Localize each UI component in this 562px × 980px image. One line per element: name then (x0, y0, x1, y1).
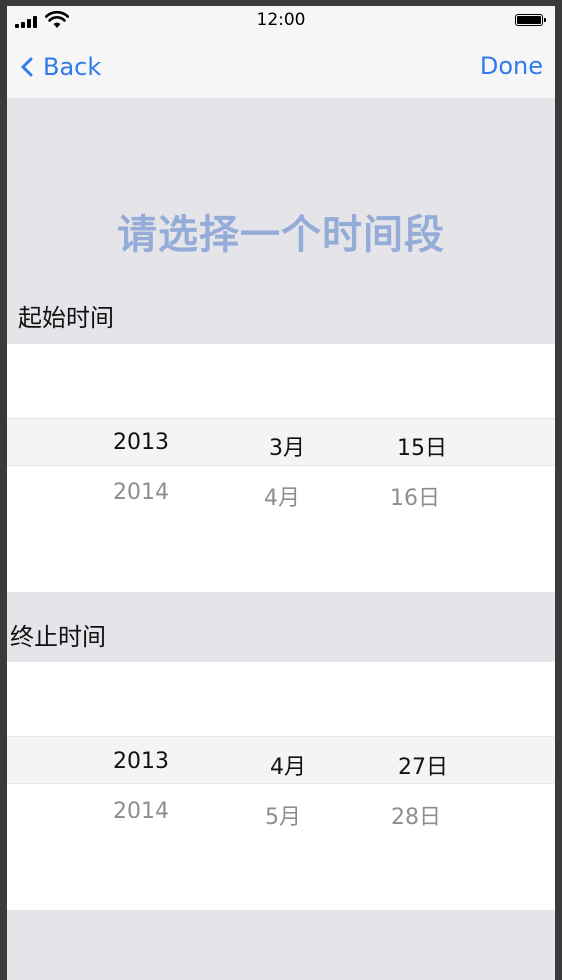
cellular-signal-icon (15, 16, 39, 28)
start-month-selected[interactable]: 3月 (269, 436, 305, 461)
navigation-bar: Back Done (7, 34, 555, 98)
end-day-next[interactable]: 28日 (391, 805, 441, 830)
end-month-selected[interactable]: 4月 (270, 755, 306, 780)
end-month-next[interactable]: 5月 (265, 805, 301, 830)
picker-selection-band (7, 418, 555, 466)
end-year-selected[interactable]: 2013 (113, 749, 169, 774)
start-time-label: 起始时间 (18, 304, 114, 332)
start-day-next[interactable]: 16日 (390, 486, 440, 511)
status-time: 12:00 (256, 10, 306, 30)
start-month-next[interactable]: 4月 (264, 486, 300, 511)
end-year-next[interactable]: 2014 (113, 799, 169, 824)
start-date-picker[interactable]: 2013 3月 15日 2014 4月 16日 (7, 344, 555, 592)
start-year-next[interactable]: 2014 (113, 480, 169, 505)
back-label: Back (43, 53, 102, 81)
start-day-selected[interactable]: 15日 (397, 436, 447, 461)
screen: 12:00 Back Done 请选择一个时间段 起始时间 2013 3月 15… (7, 6, 555, 980)
chevron-left-icon (21, 57, 33, 77)
end-date-picker[interactable]: 2013 4月 27日 2014 5月 28日 (7, 662, 555, 910)
picker-selection-band (7, 736, 555, 784)
status-bar: 12:00 (7, 6, 555, 34)
back-button[interactable]: Back (19, 52, 101, 82)
page-heading: 请选择一个时间段 (117, 212, 445, 258)
wifi-icon (45, 11, 69, 28)
end-time-label: 终止时间 (10, 623, 106, 651)
end-day-selected[interactable]: 27日 (398, 755, 448, 780)
done-button[interactable]: Done (479, 52, 543, 80)
battery-icon (515, 14, 546, 26)
start-year-selected[interactable]: 2013 (113, 430, 169, 455)
